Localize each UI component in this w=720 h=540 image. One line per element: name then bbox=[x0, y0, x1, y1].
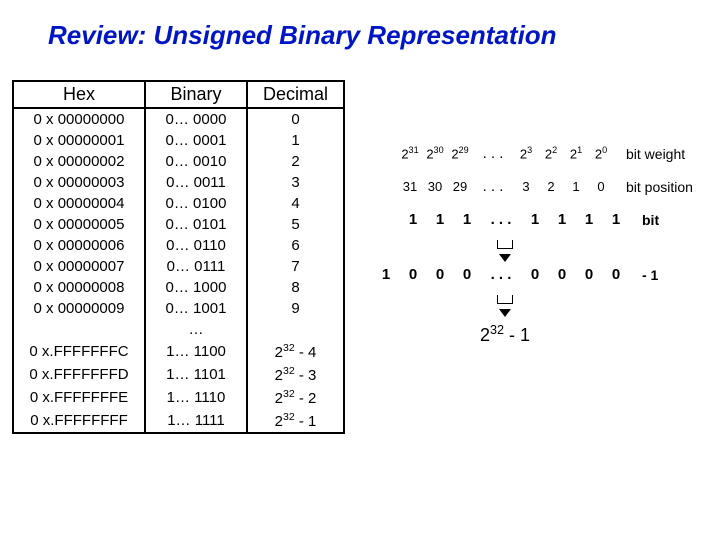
cell-hex: 0 x.FFFFFFFC bbox=[13, 340, 145, 363]
cell-hex bbox=[13, 319, 145, 340]
cell-decimal: 6 bbox=[247, 235, 344, 256]
cell-binary: 1… 1100 bbox=[145, 340, 247, 363]
cell-binary: 0… 1001 bbox=[145, 298, 247, 319]
cell-decimal: 232 - 3 bbox=[247, 363, 344, 386]
cell-decimal: 9 bbox=[247, 298, 344, 319]
cell-hex: 0 x.FFFFFFFE bbox=[13, 386, 145, 409]
cell-binary: 0… 0101 bbox=[145, 214, 247, 235]
bit-weight-row: 231230229. . .23222120bit weight bbox=[375, 145, 693, 162]
cell-decimal: 4 bbox=[247, 193, 344, 214]
cell-binary: 0… 1000 bbox=[145, 277, 247, 298]
subtract-row: 1000. . .0000- 1 bbox=[375, 266, 693, 283]
cell-binary: 1… 1111 bbox=[145, 409, 247, 433]
bit-position-row: 313029. . .3210bit position bbox=[375, 178, 693, 195]
cell-decimal: 0 bbox=[247, 108, 344, 130]
col-hex: Hex bbox=[13, 81, 145, 108]
cell-decimal: 232 - 2 bbox=[247, 386, 344, 409]
cell-binary: 0… 0111 bbox=[145, 256, 247, 277]
cell-hex: 0 x 00000003 bbox=[13, 172, 145, 193]
cell-decimal: 5 bbox=[247, 214, 344, 235]
cell-decimal: 7 bbox=[247, 256, 344, 277]
page-title: Review: Unsigned Binary Representation bbox=[48, 20, 557, 51]
cell-decimal: 2 bbox=[247, 151, 344, 172]
col-decimal: Decimal bbox=[247, 81, 344, 108]
cell-binary: … bbox=[145, 319, 247, 340]
cell-binary: 0… 0000 bbox=[145, 108, 247, 130]
cell-binary: 0… 0110 bbox=[145, 235, 247, 256]
cell-hex: 0 x 00000005 bbox=[13, 214, 145, 235]
cell-decimal: 1 bbox=[247, 130, 344, 151]
cell-binary: 1… 1110 bbox=[145, 386, 247, 409]
cell-binary: 0… 0001 bbox=[145, 130, 247, 151]
cell-decimal: 3 bbox=[247, 172, 344, 193]
result-value: 232 - 1 bbox=[395, 323, 615, 346]
cell-binary: 0… 0010 bbox=[145, 151, 247, 172]
down-arrow-icon bbox=[495, 299, 515, 315]
cell-hex: 0 x 00000008 bbox=[13, 277, 145, 298]
conversion-table: Hex Binary Decimal 0 x 000000000… 000000… bbox=[12, 80, 345, 434]
cell-hex: 0 x 00000009 bbox=[13, 298, 145, 319]
bit-value-row: 111. . .1111bit bbox=[375, 211, 693, 228]
cell-hex: 0 x 00000007 bbox=[13, 256, 145, 277]
col-binary: Binary bbox=[145, 81, 247, 108]
cell-hex: 0 x 00000000 bbox=[13, 108, 145, 130]
cell-binary: 0… 0011 bbox=[145, 172, 247, 193]
cell-decimal: 232 - 1 bbox=[247, 409, 344, 433]
bit-diagram: 231230229. . .23222120bit weight 313029.… bbox=[375, 145, 693, 346]
cell-hex: 0 x.FFFFFFFF bbox=[13, 409, 145, 433]
cell-hex: 0 x 00000006 bbox=[13, 235, 145, 256]
cell-binary: 0… 0100 bbox=[145, 193, 247, 214]
cell-decimal bbox=[247, 319, 344, 340]
cell-decimal: 8 bbox=[247, 277, 344, 298]
down-arrow-icon bbox=[495, 244, 515, 260]
cell-hex: 0 x.FFFFFFFD bbox=[13, 363, 145, 386]
cell-hex: 0 x 00000001 bbox=[13, 130, 145, 151]
cell-hex: 0 x 00000002 bbox=[13, 151, 145, 172]
cell-hex: 0 x 00000004 bbox=[13, 193, 145, 214]
cell-binary: 1… 1101 bbox=[145, 363, 247, 386]
cell-decimal: 232 - 4 bbox=[247, 340, 344, 363]
